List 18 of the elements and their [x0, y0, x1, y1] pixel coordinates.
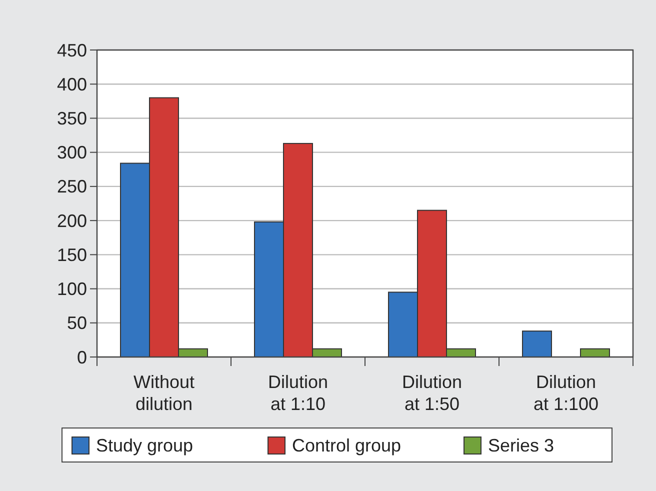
- y-tick-label: 400: [56, 74, 87, 94]
- legend-label: Control group: [292, 435, 402, 456]
- y-tick-label: 200: [56, 210, 87, 231]
- legend-label: Series 3: [488, 435, 554, 456]
- x-tick-label: Without dilution: [133, 372, 195, 414]
- x-tick-label: Dilution at 1:100: [533, 372, 599, 414]
- y-tick-label: 100: [56, 279, 87, 300]
- y-tick-label: 250: [56, 176, 87, 197]
- y-tick-label: 450: [56, 40, 87, 60]
- y-tick-label: 350: [56, 108, 87, 129]
- x-tick-label: Dilution at 1:50: [402, 372, 462, 414]
- bar: [522, 330, 552, 358]
- y-tick-label: 0: [76, 347, 87, 368]
- y-tick-label: 150: [56, 244, 87, 265]
- legend-label: Study group: [96, 435, 194, 456]
- x-tick-label: Dilution at 1:10: [268, 372, 328, 414]
- y-tick-label: 50: [66, 313, 87, 334]
- y-tick-label: 300: [56, 142, 87, 163]
